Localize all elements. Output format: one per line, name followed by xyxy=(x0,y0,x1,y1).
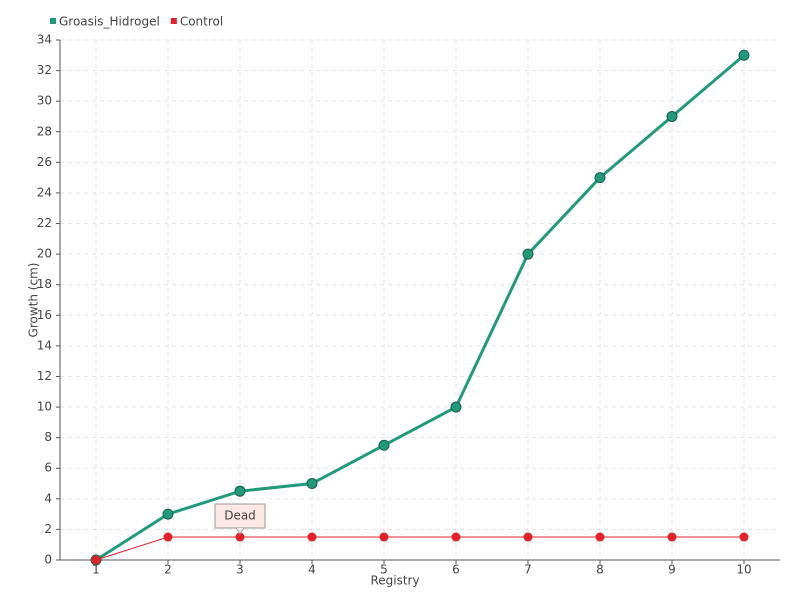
y-tick-label: 12 xyxy=(37,369,52,383)
legend-label: Control xyxy=(180,15,223,29)
point xyxy=(379,532,389,542)
x-tick-label: 9 xyxy=(668,563,676,577)
point xyxy=(450,401,462,413)
point xyxy=(234,485,246,497)
point xyxy=(739,532,749,542)
legend-swatch xyxy=(50,18,56,24)
legend: Groasis_Hidrogel Control xyxy=(50,15,223,29)
point xyxy=(162,508,174,520)
point xyxy=(91,555,101,565)
point xyxy=(307,532,317,542)
point xyxy=(667,532,677,542)
x-tick-label: 3 xyxy=(236,563,244,577)
y-tick-label: 4 xyxy=(44,491,52,505)
y-tick-label: 34 xyxy=(37,33,52,47)
y-tick-label: 16 xyxy=(37,308,52,322)
annotation-pointer xyxy=(235,527,245,535)
y-tick-label: 2 xyxy=(44,522,52,536)
point xyxy=(378,439,390,451)
y-tick-label: 0 xyxy=(44,553,52,567)
point xyxy=(594,172,606,184)
y-tick-label: 14 xyxy=(37,338,52,352)
annotation-text: Dead xyxy=(224,509,256,523)
x-tick-label: 10 xyxy=(736,563,751,577)
series-line xyxy=(95,536,744,561)
x-tick-label: 7 xyxy=(524,563,532,577)
x-tick-label: 4 xyxy=(308,563,316,577)
x-tick-label: 1 xyxy=(92,563,100,577)
x-tick-label: 8 xyxy=(596,563,604,577)
point xyxy=(306,478,318,490)
y-tick-label: 24 xyxy=(37,185,52,199)
x-tick-label: 6 xyxy=(452,563,460,577)
y-tick-label: 22 xyxy=(37,216,52,230)
y-tick-label: 30 xyxy=(37,94,52,108)
point xyxy=(666,110,678,122)
y-tick-label: 6 xyxy=(44,461,52,475)
legend-swatch xyxy=(170,18,177,24)
point xyxy=(523,532,533,542)
point xyxy=(451,532,461,542)
y-tick-label: 18 xyxy=(37,277,52,291)
y-tick-label: 8 xyxy=(44,430,52,444)
point xyxy=(522,248,534,260)
y-axis-label: Growth (cm) xyxy=(27,263,41,338)
x-tick-label: 2 xyxy=(164,563,172,577)
y-tick-label: 20 xyxy=(37,247,52,261)
point xyxy=(595,532,605,542)
legend-label: Groasis_Hidrogel xyxy=(59,15,160,29)
y-tick-label: 28 xyxy=(37,124,52,138)
point xyxy=(738,49,750,61)
y-tick-label: 32 xyxy=(37,63,52,77)
x-tick-label: 5 xyxy=(380,563,388,577)
point xyxy=(163,532,173,542)
y-tick-label: 26 xyxy=(37,155,52,169)
y-tick-label: 10 xyxy=(37,400,52,414)
series-line xyxy=(95,54,745,562)
x-axis-label: Registry xyxy=(370,574,419,588)
